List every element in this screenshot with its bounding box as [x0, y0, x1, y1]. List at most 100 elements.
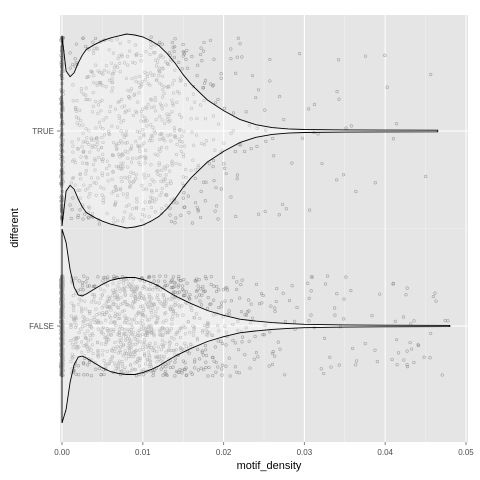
jitter-point: [79, 90, 84, 94]
jitter-point: [59, 60, 63, 65]
jitter-point: [349, 288, 353, 293]
jitter-point: [109, 308, 113, 312]
jitter-point: [172, 126, 177, 130]
jitter-point: [169, 181, 173, 185]
jitter-point: [183, 332, 188, 336]
jitter-point: [224, 364, 228, 368]
violin-false: [61, 228, 451, 424]
jitter-point: [94, 367, 98, 371]
jitter-point: [204, 365, 208, 370]
jitter-point: [138, 74, 142, 78]
jitter-point: [79, 327, 83, 331]
jitter-point: [122, 344, 126, 348]
jitter-point: [112, 65, 116, 70]
jitter-point: [143, 175, 147, 180]
jitter-point: [158, 54, 162, 58]
jitter-point: [181, 196, 185, 200]
jitter-point: [161, 74, 165, 78]
jitter-point: [148, 287, 152, 291]
jitter-point: [167, 344, 172, 348]
jitter-point: [76, 116, 80, 120]
jitter-point: [209, 275, 213, 279]
jitter-point: [103, 342, 108, 346]
jitter-point: [60, 328, 65, 332]
jitter-point: [194, 279, 198, 283]
jitter-point: [167, 51, 172, 55]
jitter-point: [123, 149, 127, 153]
x-axis-ticks: 0.00 0.01 0.02 0.03 0.04 0.05: [54, 442, 474, 457]
jitter-point: [96, 348, 100, 353]
jitter-point: [104, 340, 108, 344]
jitter-point: [81, 320, 85, 324]
jitter-point: [117, 286, 122, 290]
jitter-point: [116, 351, 120, 355]
jitter-point: [125, 195, 129, 199]
jitter-point: [151, 306, 155, 310]
jitter-point: [212, 57, 216, 61]
jitter-point: [179, 149, 183, 154]
jitter-point: [180, 181, 185, 186]
jitter-point: [138, 130, 142, 134]
jitter-point: [123, 314, 127, 318]
jitter-point: [116, 305, 120, 309]
jitter-point: [134, 206, 139, 211]
jitter-point: [158, 69, 162, 74]
jitter-point: [152, 200, 156, 204]
jitter-point: [272, 154, 276, 158]
jitter-point: [59, 124, 63, 128]
jitter-point: [363, 341, 367, 346]
jitter-point: [182, 184, 186, 188]
jitter-point: [76, 213, 80, 217]
jitter-point: [233, 149, 237, 154]
jitter-point: [156, 172, 160, 176]
jitter-point: [88, 346, 92, 350]
jitter-point: [120, 179, 124, 184]
jitter-point: [152, 368, 157, 372]
jitter-point: [60, 326, 65, 330]
jitter-point: [71, 196, 75, 200]
jitter-point: [278, 347, 282, 351]
jitter-point: [120, 152, 124, 156]
jitter-point: [144, 362, 148, 366]
jitter-point: [245, 310, 250, 314]
jitter-point: [125, 54, 130, 58]
jitter-point: [141, 342, 146, 346]
jitter-point: [199, 366, 203, 370]
x-tick-label: 0.03: [297, 448, 313, 457]
jitter-point: [271, 136, 275, 141]
jitter-point: [179, 348, 183, 353]
jitter-point: [132, 317, 136, 321]
jitter-point: [149, 43, 153, 47]
jitter-point: [147, 287, 151, 291]
jitter-point: [158, 332, 162, 337]
jitter-point: [152, 332, 156, 336]
jitter-point: [106, 179, 110, 183]
jitter-point: [127, 203, 131, 207]
jitter-point: [134, 342, 138, 346]
jitter-point: [132, 334, 137, 338]
jitter-point: [179, 213, 183, 217]
x-tick-label: 0.04: [377, 448, 393, 457]
jitter-point: [178, 162, 182, 167]
jitter-point: [159, 354, 163, 358]
jitter-point: [96, 111, 100, 116]
jitter-point: [145, 124, 149, 128]
jitter-point: [96, 69, 100, 73]
jitter-point: [148, 359, 153, 363]
jitter-point: [160, 207, 164, 211]
jitter-point: [443, 318, 447, 323]
jitter-point: [100, 159, 105, 164]
jitter-point: [203, 344, 208, 348]
jitter-point: [61, 196, 65, 200]
jitter-point: [155, 350, 159, 354]
jitter-point: [108, 297, 112, 301]
jitter-point: [110, 80, 114, 85]
jitter-point: [100, 193, 104, 197]
jitter-point: [192, 316, 196, 320]
jitter-point: [157, 57, 161, 61]
jitter-point: [156, 317, 160, 321]
jitter-point: [102, 372, 106, 377]
jitter-point: [261, 332, 265, 337]
jitter-point: [214, 185, 218, 190]
jitter-point: [113, 361, 117, 365]
